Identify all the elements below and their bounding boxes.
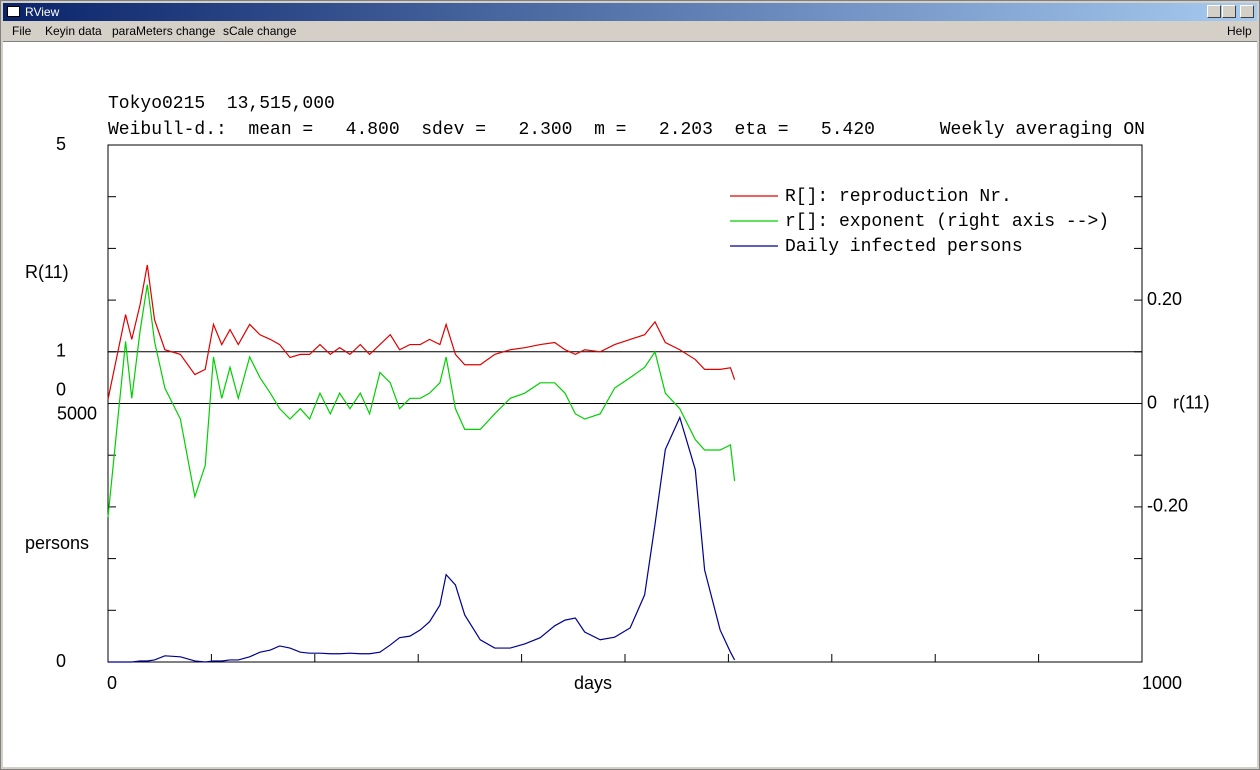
y2-axis-label: r(11) bbox=[1173, 392, 1210, 412]
y2-tick-label: 0.20 bbox=[1147, 289, 1182, 309]
legend-label: r[]: exponent (right axis -->) bbox=[785, 212, 1109, 232]
title-bar: RView bbox=[3, 3, 1257, 21]
x-tick-label: 1000 bbox=[1142, 673, 1182, 693]
x-axis-label: days bbox=[574, 673, 612, 693]
window-title: RView bbox=[25, 5, 60, 19]
legend-label: R[]: reproduction Nr. bbox=[785, 187, 1012, 207]
y-tick-label: 0 bbox=[56, 379, 66, 399]
series-line bbox=[107, 284, 736, 518]
persons-tick-label: 5000 bbox=[57, 403, 97, 423]
persons-axis-label: persons bbox=[25, 533, 89, 553]
x-tick-label: 0 bbox=[107, 673, 117, 693]
minimize-button[interactable] bbox=[1207, 5, 1221, 18]
menu-bar: File Keyin data paraMeters change sCale … bbox=[3, 22, 1257, 41]
persons-tick-label: 0 bbox=[56, 651, 66, 671]
y-axis-label: R(11) bbox=[25, 262, 69, 282]
series-line bbox=[108, 415, 736, 663]
chart-title: Tokyo0215 13,515,000 bbox=[108, 94, 335, 114]
maximize-button[interactable] bbox=[1222, 5, 1236, 18]
y-tick-label: 1 bbox=[56, 341, 66, 361]
y-tick-label: 5 bbox=[56, 134, 66, 154]
app-icon bbox=[7, 6, 20, 17]
menu-item[interactable]: Help bbox=[1227, 24, 1252, 38]
y2-tick-label: -0.20 bbox=[1147, 496, 1188, 516]
menu-item[interactable]: Keyin data bbox=[45, 24, 102, 38]
menu-item[interactable]: paraMeters change bbox=[112, 24, 216, 38]
close-button[interactable] bbox=[1240, 5, 1254, 18]
menu-item[interactable]: sCale change bbox=[223, 24, 297, 38]
menu-item[interactable]: File bbox=[12, 24, 32, 38]
chart-subtitle: Weibull-d.: mean = 4.800 sdev = 2.300 m … bbox=[108, 120, 1145, 140]
series-line bbox=[107, 264, 736, 400]
legend-label: Daily infected persons bbox=[785, 237, 1023, 257]
y2-tick-label: 0 bbox=[1147, 392, 1157, 412]
